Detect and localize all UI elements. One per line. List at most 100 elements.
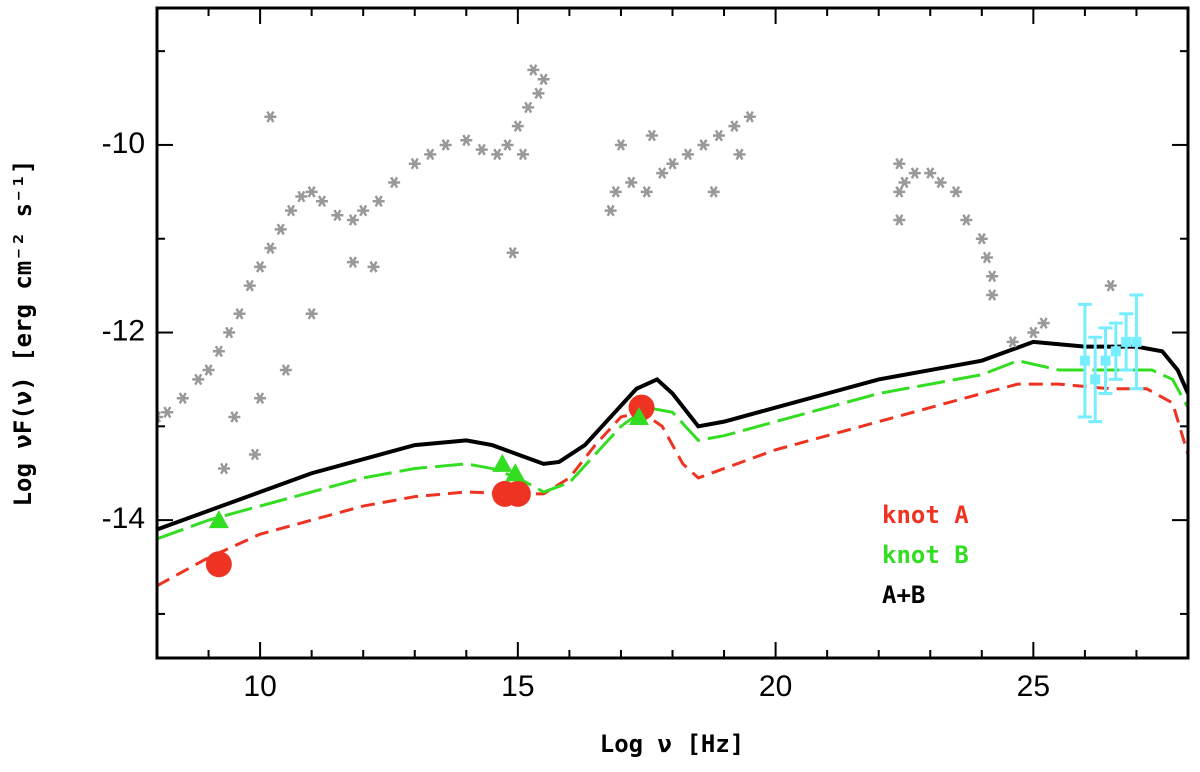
data-point [681,148,694,161]
data-point [1110,346,1121,357]
data-point [218,462,231,475]
y-tick-label: -10 [102,127,145,160]
data-point [950,186,963,198]
data-point [707,186,720,198]
data-point [537,73,550,86]
data-point [1037,317,1050,329]
data-point [645,129,658,142]
data-point [223,326,236,339]
data-point [1121,336,1132,347]
x-tick-label: 20 [759,670,792,703]
data-point [986,289,999,301]
plot-area [157,64,1188,588]
data-point [305,307,318,320]
data-point [176,392,189,405]
x-axis-label: Log ν [Hz] [600,730,745,758]
data-point [357,204,370,217]
data-point [934,176,947,189]
data-point [980,251,993,264]
data-point [492,453,513,472]
data-point [285,204,298,217]
data-point [522,101,535,114]
y-tick-label: -14 [102,502,145,535]
data-point [924,167,937,179]
data-point [728,120,741,133]
data-point [346,256,359,269]
data-point [305,186,318,198]
data-point [1104,279,1117,292]
data-point [986,270,999,283]
data-point [527,64,540,76]
data-point [372,195,385,208]
data-point [504,480,531,507]
data-point [254,392,267,405]
data-point [511,120,524,133]
data-point [532,87,545,100]
data-point [614,139,627,151]
data-point [279,364,292,376]
data-point [625,176,638,189]
model-curve [157,359,1188,541]
data-point [1079,355,1090,366]
data-point [243,279,256,292]
data-point [975,232,988,245]
data-point [960,214,973,226]
data-point [248,448,261,461]
data-point [1131,336,1142,347]
data-point [212,345,225,358]
data-point [315,195,328,208]
y-axis-label: Log νF(ν) [erg cm⁻² s⁻¹] [9,160,37,507]
data-point [506,246,519,259]
data-point [264,242,277,254]
data-point [517,148,530,161]
data-point [192,373,205,386]
data-point [388,176,401,189]
data-point [254,261,267,273]
data-point [274,223,287,236]
legend-label: A+B [882,581,925,609]
data-point [628,406,649,425]
data-point [501,139,514,151]
data-point [264,110,277,123]
data-point [161,406,174,419]
data-point [1006,336,1019,348]
data-point [208,510,229,529]
data-point [346,214,359,226]
data-point [205,551,232,578]
data-point [609,186,622,198]
data-point [697,139,710,151]
data-point [228,411,241,423]
data-point [233,307,246,320]
data-point [712,129,725,142]
data-point [743,110,756,123]
data-point [491,148,504,161]
data-point [898,176,911,189]
y-tick-label: -12 [102,314,145,347]
data-point [475,143,488,156]
legend-label: knot B [882,541,969,569]
data-point [733,148,746,161]
data-point [893,214,906,226]
data-point [505,463,526,482]
data-point [908,167,921,179]
data-point [1027,326,1040,339]
data-point [893,186,906,198]
legend-label: knot A [882,501,969,529]
data-point [1090,374,1101,385]
x-tick-label: 15 [501,670,534,703]
x-tick-label: 25 [1017,670,1050,703]
x-tick-label: 10 [243,670,276,703]
model-curve [157,339,1188,532]
data-point [424,148,437,161]
data-point [460,134,473,147]
data-point [408,157,421,170]
data-point [656,167,669,179]
data-point [893,157,906,170]
data-point [604,204,617,217]
data-point [202,364,215,376]
data-point [331,209,344,222]
data-point [439,139,452,151]
data-point [640,186,653,198]
data-point [157,411,163,423]
